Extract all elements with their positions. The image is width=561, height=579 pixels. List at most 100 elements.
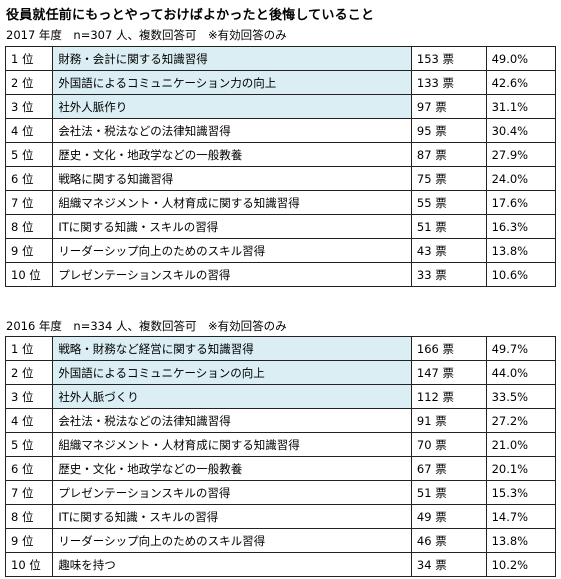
table-row: 4 位会社法・税法などの法律知識習得 91 票 27.2% xyxy=(4,408,557,433)
votes-cell: 153 票 xyxy=(410,46,487,71)
ranking-table-2017: 1 位財務・会計に関する知識習得 153 票 49.0% 2 位外国語によるコミュニケ… xyxy=(4,46,557,287)
votes-cell: 55 票 xyxy=(410,190,487,215)
item-cell: ITに関する知識・スキルの習得 xyxy=(52,214,412,239)
percent-cell: 49.7% xyxy=(485,336,557,361)
table-row: 5 位組織マネジメント・人材育成に関する知識習得 70 票 21.0% xyxy=(4,432,557,457)
percent-cell: 27.2% xyxy=(485,408,557,433)
votes-cell: 33 票 xyxy=(410,262,487,287)
votes-cell: 75 票 xyxy=(410,166,487,191)
item-cell: 会社法・税法などの法律知識習得 xyxy=(52,408,412,433)
votes-cell: 51 票 xyxy=(410,214,487,239)
percent-cell: 21.0% xyxy=(485,432,557,457)
percent-cell: 15.3% xyxy=(485,480,557,505)
votes-cell: 147 票 xyxy=(410,360,487,385)
table-row: 3 位社外人脈づくり 112 票 33.5% xyxy=(4,384,557,409)
table-row: 4 位会社法・税法などの法律知識習得 95 票 30.4% xyxy=(4,118,557,143)
table-row: 5 位歴史・文化・地政学などの一般教養 87 票 27.9% xyxy=(4,142,557,167)
votes-cell: 46 票 xyxy=(410,528,487,553)
table-row: 1 位財務・会計に関する知識習得 153 票 49.0% xyxy=(4,46,557,71)
table-row: 9 位リーダーシップ向上のためのスキル習得 43 票 13.8% xyxy=(4,238,557,263)
table-row: 3 位社外人脈作り 97 票 31.1% xyxy=(4,94,557,119)
rank-cell: 5 位 xyxy=(4,432,54,457)
votes-cell: 95 票 xyxy=(410,118,487,143)
rank-cell: 6 位 xyxy=(4,456,54,481)
percent-cell: 24.0% xyxy=(485,166,557,191)
rank-cell: 3 位 xyxy=(4,384,54,409)
table-row: 7 位プレゼンテーションスキルの習得 51 票 15.3% xyxy=(4,480,557,505)
percent-cell: 42.6% xyxy=(485,70,557,95)
item-cell: プレゼンテーションスキルの習得 xyxy=(52,262,412,287)
item-cell: 戦略・財務など経営に関する知識習得 xyxy=(52,336,412,361)
percent-cell: 13.8% xyxy=(485,528,557,553)
item-cell: 歴史・文化・地政学などの一般教養 xyxy=(52,142,412,167)
percent-cell: 13.8% xyxy=(485,238,557,263)
percent-cell: 16.3% xyxy=(485,214,557,239)
votes-cell: 97 票 xyxy=(410,94,487,119)
rank-cell: 1 位 xyxy=(4,336,54,361)
percent-cell: 31.1% xyxy=(485,94,557,119)
item-cell: 外国語によるコミュニケーション力の向上 xyxy=(52,70,412,95)
table-row: 8 位 ITに関する知識・スキルの習得 49 票 14.7% xyxy=(4,504,557,529)
rank-cell: 4 位 xyxy=(4,118,54,143)
percent-cell: 10.6% xyxy=(485,262,557,287)
table-row: 1 位戦略・財務など経営に関する知識習得 166 票 49.7% xyxy=(4,336,557,361)
rank-cell: 6 位 xyxy=(4,166,54,191)
item-cell: 戦略に関する知識習得 xyxy=(52,166,412,191)
votes-cell: 67 票 xyxy=(410,456,487,481)
rank-cell: 3 位 xyxy=(4,94,54,119)
rank-cell: 2 位 xyxy=(4,70,54,95)
rank-cell: 10 位 xyxy=(4,262,54,287)
votes-cell: 70 票 xyxy=(410,432,487,457)
percent-cell: 33.5% xyxy=(485,384,557,409)
rank-cell: 5 位 xyxy=(4,142,54,167)
table-row: 10 位プレゼンテーションスキルの習得 33 票 10.6% xyxy=(4,262,557,287)
table-row: 7 位組織マネジメント・人材育成に関する知識習得 55 票 17.6% xyxy=(4,190,557,215)
item-cell: 趣味を持つ xyxy=(52,552,412,577)
item-cell: リーダーシップ向上のためのスキル習得 xyxy=(52,528,412,553)
percent-cell: 49.0% xyxy=(485,46,557,71)
rank-cell: 8 位 xyxy=(4,214,54,239)
item-cell: リーダーシップ向上のためのスキル習得 xyxy=(52,238,412,263)
votes-cell: 49 票 xyxy=(410,504,487,529)
percent-cell: 14.7% xyxy=(485,504,557,529)
percent-cell: 10.2% xyxy=(485,552,557,577)
percent-cell: 20.1% xyxy=(485,456,557,481)
votes-cell: 51 票 xyxy=(410,480,487,505)
table-row: 2 位外国語によるコミュニケーションの向上 147 票 44.0% xyxy=(4,360,557,385)
votes-cell: 87 票 xyxy=(410,142,487,167)
table-row: 2 位外国語によるコミュニケーション力の向上 133 票 42.6% xyxy=(4,70,557,95)
item-cell: 社外人脈づくり xyxy=(52,384,412,409)
rank-cell: 1 位 xyxy=(4,46,54,71)
votes-cell: 112 票 xyxy=(410,384,487,409)
page-title: 役員就任前にもっとやっておけばよかったと後悔していること xyxy=(6,8,375,23)
votes-cell: 34 票 xyxy=(410,552,487,577)
rank-cell: 8 位 xyxy=(4,504,54,529)
table-2017-subtitle: 2017 年度 n=307 人、複数回答可 ※有効回答のみ xyxy=(6,28,287,42)
percent-cell: 44.0% xyxy=(485,360,557,385)
item-cell: 会社法・税法などの法律知識習得 xyxy=(52,118,412,143)
ranking-table-2016: 1 位戦略・財務など経営に関する知識習得 166 票 49.7% 2 位外国語によるコ… xyxy=(4,336,557,577)
votes-cell: 43 票 xyxy=(410,238,487,263)
rank-cell: 9 位 xyxy=(4,528,54,553)
percent-cell: 30.4% xyxy=(485,118,557,143)
item-cell: 組織マネジメント・人材育成に関する知識習得 xyxy=(52,432,412,457)
table-row: 9 位リーダーシップ向上のためのスキル習得 46 票 13.8% xyxy=(4,528,557,553)
item-cell: 組織マネジメント・人材育成に関する知識習得 xyxy=(52,190,412,215)
table-row: 6 位歴史・文化・地政学などの一般教養 67 票 20.1% xyxy=(4,456,557,481)
item-cell: 歴史・文化・地政学などの一般教養 xyxy=(52,456,412,481)
rank-cell: 2 位 xyxy=(4,360,54,385)
rank-cell: 4 位 xyxy=(4,408,54,433)
item-cell: 財務・会計に関する知識習得 xyxy=(52,46,412,71)
item-cell: ITに関する知識・スキルの習得 xyxy=(52,504,412,529)
rank-cell: 7 位 xyxy=(4,190,54,215)
table-row: 8 位 ITに関する知識・スキルの習得 51 票 16.3% xyxy=(4,214,557,239)
votes-cell: 91 票 xyxy=(410,408,487,433)
table-row: 6 位戦略に関する知識習得 75 票 24.0% xyxy=(4,166,557,191)
item-cell: プレゼンテーションスキルの習得 xyxy=(52,480,412,505)
votes-cell: 166 票 xyxy=(410,336,487,361)
percent-cell: 17.6% xyxy=(485,190,557,215)
rank-cell: 10 位 xyxy=(4,552,54,577)
rank-cell: 7 位 xyxy=(4,480,54,505)
item-cell: 外国語によるコミュニケーションの向上 xyxy=(52,360,412,385)
table-row: 10 位趣味を持つ 34 票 10.2% xyxy=(4,552,557,577)
